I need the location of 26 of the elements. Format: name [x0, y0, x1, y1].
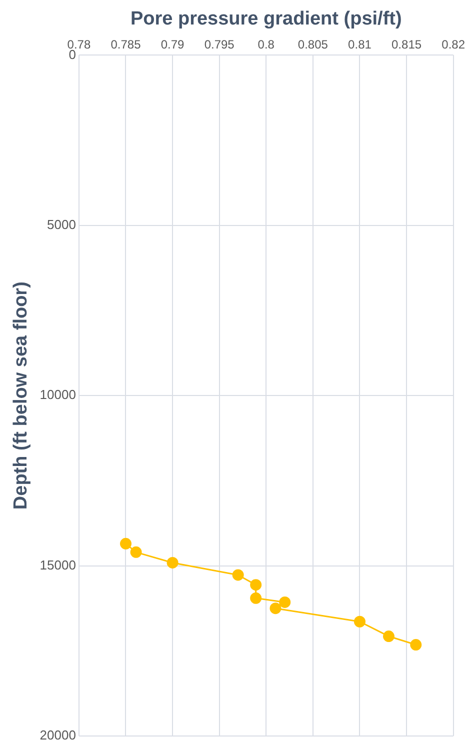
- x-tick-label: 0.79: [160, 37, 185, 52]
- y-tick-label: 5000: [47, 216, 76, 232]
- y-tick-label: 10000: [40, 387, 76, 402]
- x-tick-label: 0.78: [67, 37, 91, 52]
- point: [120, 538, 132, 550]
- point: [382, 630, 394, 642]
- x-tick-label: 0.805: [298, 37, 328, 52]
- point: [250, 579, 262, 591]
- x-axis-title: Pore pressure gradient (psi/ft): [130, 8, 402, 30]
- point: [250, 592, 262, 604]
- point: [232, 569, 244, 581]
- point: [354, 616, 366, 628]
- x-tick-label: 0.785: [110, 37, 142, 52]
- y-tick-label: 20000: [40, 728, 76, 743]
- x-tick-label: 0.81: [348, 37, 372, 52]
- x-tick-label: 0.815: [392, 37, 422, 52]
- y-tick-label: 15000: [40, 557, 76, 572]
- x-tick-label: 0.8: [258, 37, 275, 52]
- x-tick-label: 0.795: [204, 37, 235, 52]
- y-axis-title: Depth (ft below sea floor): [10, 282, 32, 510]
- point: [166, 556, 178, 568]
- point: [410, 639, 422, 651]
- point: [270, 602, 282, 614]
- point: [130, 546, 142, 558]
- point: [279, 596, 291, 608]
- x-tick-label: 0.82: [442, 37, 466, 52]
